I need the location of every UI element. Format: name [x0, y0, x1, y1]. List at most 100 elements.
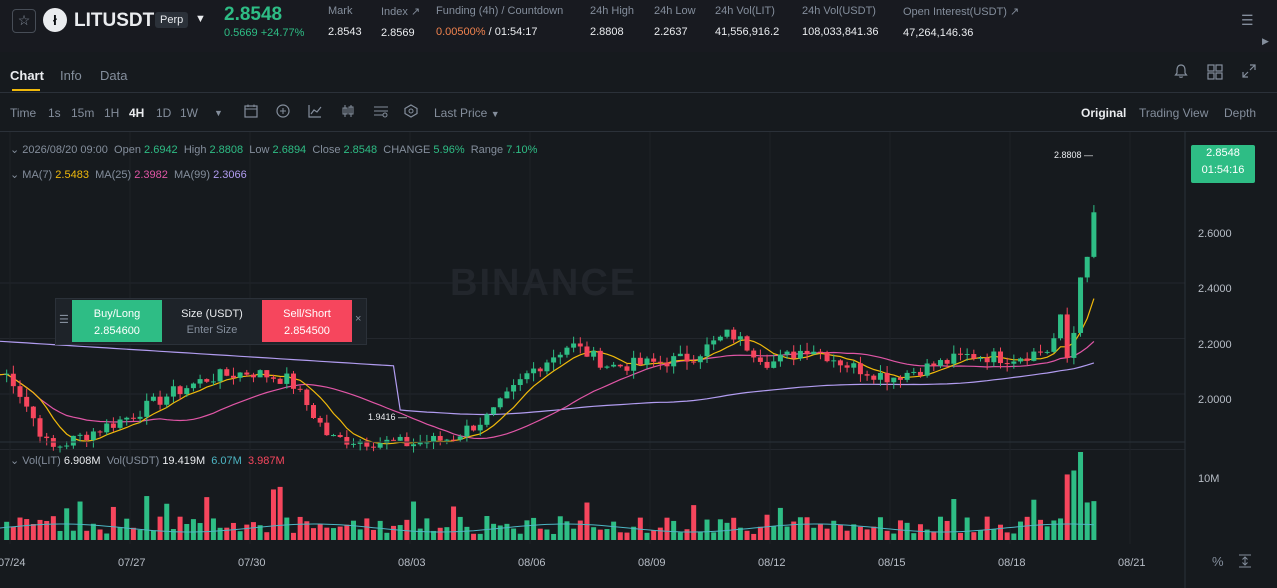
interval-1d[interactable]: 1D — [156, 106, 172, 120]
volume-bar — [1051, 520, 1057, 540]
tab-chart[interactable]: Chart — [10, 68, 44, 83]
expand-icon[interactable] — [1242, 64, 1256, 81]
volume-bar — [924, 529, 930, 540]
more-menu-icon[interactable]: ☰ — [1241, 12, 1254, 28]
interval-1s[interactable]: 1s — [48, 106, 61, 120]
volume-bar — [384, 532, 390, 540]
candle-body — [310, 405, 316, 419]
candle-body — [164, 396, 170, 405]
collapse-icon[interactable]: ⌄ — [10, 455, 20, 467]
interval-4h[interactable]: 4H — [129, 106, 145, 120]
tab-data[interactable]: Data — [100, 68, 128, 83]
volume-bar — [877, 517, 883, 540]
vol-ma-b-value: 3.987M — [247, 455, 285, 467]
add-indicator-icon[interactable] — [276, 104, 290, 121]
y-axis-label: 2.4000 — [1198, 283, 1232, 295]
volume-bar — [17, 517, 23, 540]
volume-bar — [217, 527, 223, 540]
volume-bar — [831, 520, 837, 540]
volume-bar — [911, 533, 917, 540]
more-intervals-icon[interactable]: ▼ — [214, 108, 223, 118]
candle-body — [230, 375, 236, 378]
interval-15m[interactable]: 15m — [71, 106, 95, 120]
stat-index[interactable]: Index ↗ 2.8569 — [381, 5, 420, 39]
volume-bar — [1071, 470, 1077, 540]
percent-scale-icon[interactable]: % — [1212, 554, 1224, 569]
volume-bar — [37, 519, 43, 540]
close-icon[interactable]: × — [355, 313, 362, 325]
candle-body — [491, 407, 497, 415]
volume-bar — [104, 533, 110, 540]
buy-long-button[interactable]: Buy/Long 2.854600 — [72, 300, 162, 342]
candle-body — [384, 439, 390, 444]
volume-bar — [744, 530, 750, 540]
tab-info[interactable]: Info — [60, 68, 82, 83]
volume-bar — [331, 528, 336, 540]
candle-body — [317, 418, 323, 423]
volume-bar — [471, 533, 477, 540]
candle-body — [464, 425, 470, 437]
volume-legend: ⌄ Vol(LIT) 6.908M Vol(USDT) 19.419M 6.07… — [10, 454, 285, 467]
indicators-icon[interactable] — [308, 104, 322, 121]
collapse-icon[interactable]: ⌄ — [10, 169, 20, 181]
candle-body — [524, 373, 530, 380]
candle-body — [844, 365, 850, 368]
candle-body — [584, 346, 590, 357]
calendar-icon[interactable] — [244, 104, 258, 121]
candle-body — [37, 418, 43, 437]
volume-bar — [504, 523, 510, 540]
auto-scale-icon[interactable] — [1238, 554, 1252, 571]
candle-body — [377, 443, 383, 448]
candle-body — [290, 373, 296, 389]
candle-body — [1064, 314, 1070, 358]
layout-grid-icon[interactable] — [1207, 64, 1223, 83]
volume-bar — [304, 521, 310, 540]
volume-bar — [244, 524, 250, 540]
candle-body — [657, 361, 663, 363]
symbol-name[interactable]: LITUSDT — [74, 10, 155, 31]
vol-usdt-value: 19.419M — [162, 455, 206, 467]
contract-type-badge: Perp — [155, 12, 189, 28]
candle-body — [944, 360, 950, 364]
collapse-icon[interactable]: ⌄ — [10, 144, 20, 156]
stat-24h-low: 24h Low 2.2637 — [654, 5, 696, 38]
interval-time[interactable]: Time — [10, 106, 37, 120]
drag-handle-icon[interactable]: ☰ — [59, 314, 69, 326]
candle-body — [704, 344, 710, 357]
bell-icon[interactable] — [1174, 64, 1188, 82]
sell-short-button[interactable]: Sell/Short 2.854500 — [262, 300, 352, 342]
price-type-select[interactable]: Last Price ▼ — [434, 106, 500, 120]
stat-label: Open Interest(USDT) ↗ — [903, 6, 1020, 18]
interval-1h[interactable]: 1H — [104, 106, 120, 120]
candle-body — [44, 436, 50, 439]
view-trading-view[interactable]: Trading View — [1139, 106, 1209, 120]
volume-bar — [364, 518, 370, 540]
favorite-star-icon[interactable]: ☆ — [12, 9, 36, 33]
interval-1w[interactable]: 1W — [180, 106, 198, 120]
candle-body — [1004, 363, 1010, 365]
size-input[interactable] — [165, 323, 259, 337]
volume-bar — [771, 526, 777, 540]
ticker-header: ☆ ł LITUSDT Perp ▼ 2.8548 0.5669 +24.77%… — [0, 0, 1277, 53]
candlestick-chart[interactable] — [0, 132, 1277, 588]
candle-body — [924, 363, 930, 376]
candle-type-icon[interactable] — [341, 104, 355, 121]
stat-open-interest[interactable]: Open Interest(USDT) ↗ 47,264,146.36 — [903, 5, 1019, 39]
scroll-right-icon[interactable]: ▶ — [1262, 36, 1269, 46]
candle-body — [364, 441, 370, 447]
chart-settings-icon[interactable] — [373, 104, 389, 121]
sell-short-label: Sell/Short — [283, 308, 331, 320]
volume-bar — [731, 517, 737, 540]
candle-body — [484, 414, 490, 425]
candle-body — [77, 434, 83, 436]
templates-icon[interactable] — [404, 104, 418, 121]
size-label: Size (USDT) — [181, 308, 243, 320]
view-original[interactable]: Original — [1081, 106, 1127, 120]
candle-body — [731, 329, 737, 340]
chart-area[interactable] — [0, 132, 1277, 588]
volume-bar — [77, 501, 83, 540]
symbol-dropdown-icon[interactable]: ▼ — [195, 13, 206, 25]
view-depth[interactable]: Depth — [1224, 106, 1257, 120]
x-axis-label: 07/27 — [118, 557, 146, 569]
low-marker-value: 1.9416 — [368, 412, 396, 422]
